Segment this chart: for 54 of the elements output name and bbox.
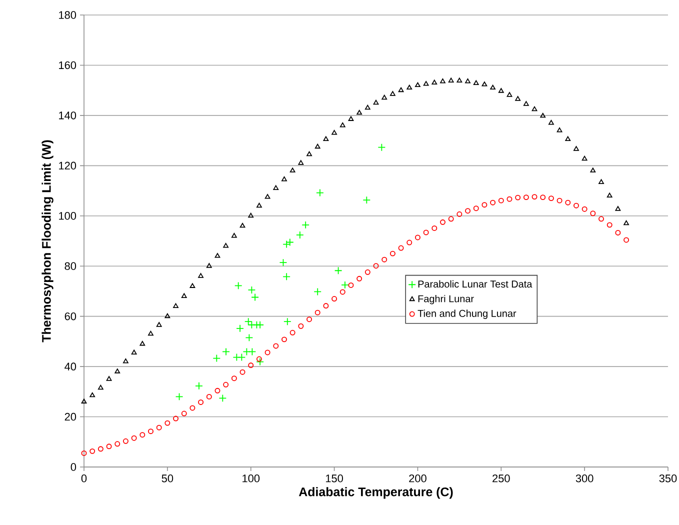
y-tick-label: 40 [64,362,76,370]
point [242,348,251,356]
point [282,272,291,281]
y-tick-label: 180 [59,11,76,19]
point [334,266,342,275]
point [245,334,254,342]
point [314,288,322,296]
point [302,220,310,229]
point [256,358,264,366]
x-axis-title: Adiabatic Temperature (C) [298,487,453,499]
point [236,324,244,332]
x-tick-label: 350 [659,474,677,482]
point [279,258,288,267]
point [195,382,203,390]
point [238,353,246,362]
y-tick-label: 160 [59,61,76,70]
point [316,188,324,197]
point [286,238,294,246]
y-tick-label: 120 [59,162,76,170]
point [234,282,242,290]
point [341,281,349,289]
point [248,348,256,356]
point [248,286,256,294]
point [378,143,386,152]
point [296,231,304,239]
x-tick-label: 0 [81,474,87,482]
x-tick-label: 300 [576,474,594,482]
point [251,293,259,302]
x-tick-label: 250 [492,474,510,482]
y-axis-title: Thermosyphon Flooding Limit (W) [42,140,54,342]
legend-label: Faghri Lunar [418,294,474,304]
point [244,318,252,326]
y-tick-label: 140 [59,112,76,120]
x-tick-label: 50 [162,474,174,482]
x-tick-label: 200 [409,474,426,482]
y-tick-label: 60 [64,312,76,320]
point [222,348,230,356]
x-tick-label: 100 [242,474,260,482]
point [283,318,292,326]
y-tick-label: 100 [59,212,76,220]
point [212,354,221,362]
legend-label: Parabolic Lunar Test Data [418,280,532,288]
point [218,394,227,402]
legend-label: Tien and Chung Lunar [418,310,516,319]
y-tick-label: 80 [64,262,76,270]
point [256,320,264,329]
y-tick-label: 0 [70,463,76,471]
x-tick-label: 150 [326,474,343,482]
y-tick-label: 20 [64,412,76,421]
point [362,196,371,204]
point [248,320,256,329]
point [282,240,291,248]
point [232,353,241,362]
point [175,392,184,401]
